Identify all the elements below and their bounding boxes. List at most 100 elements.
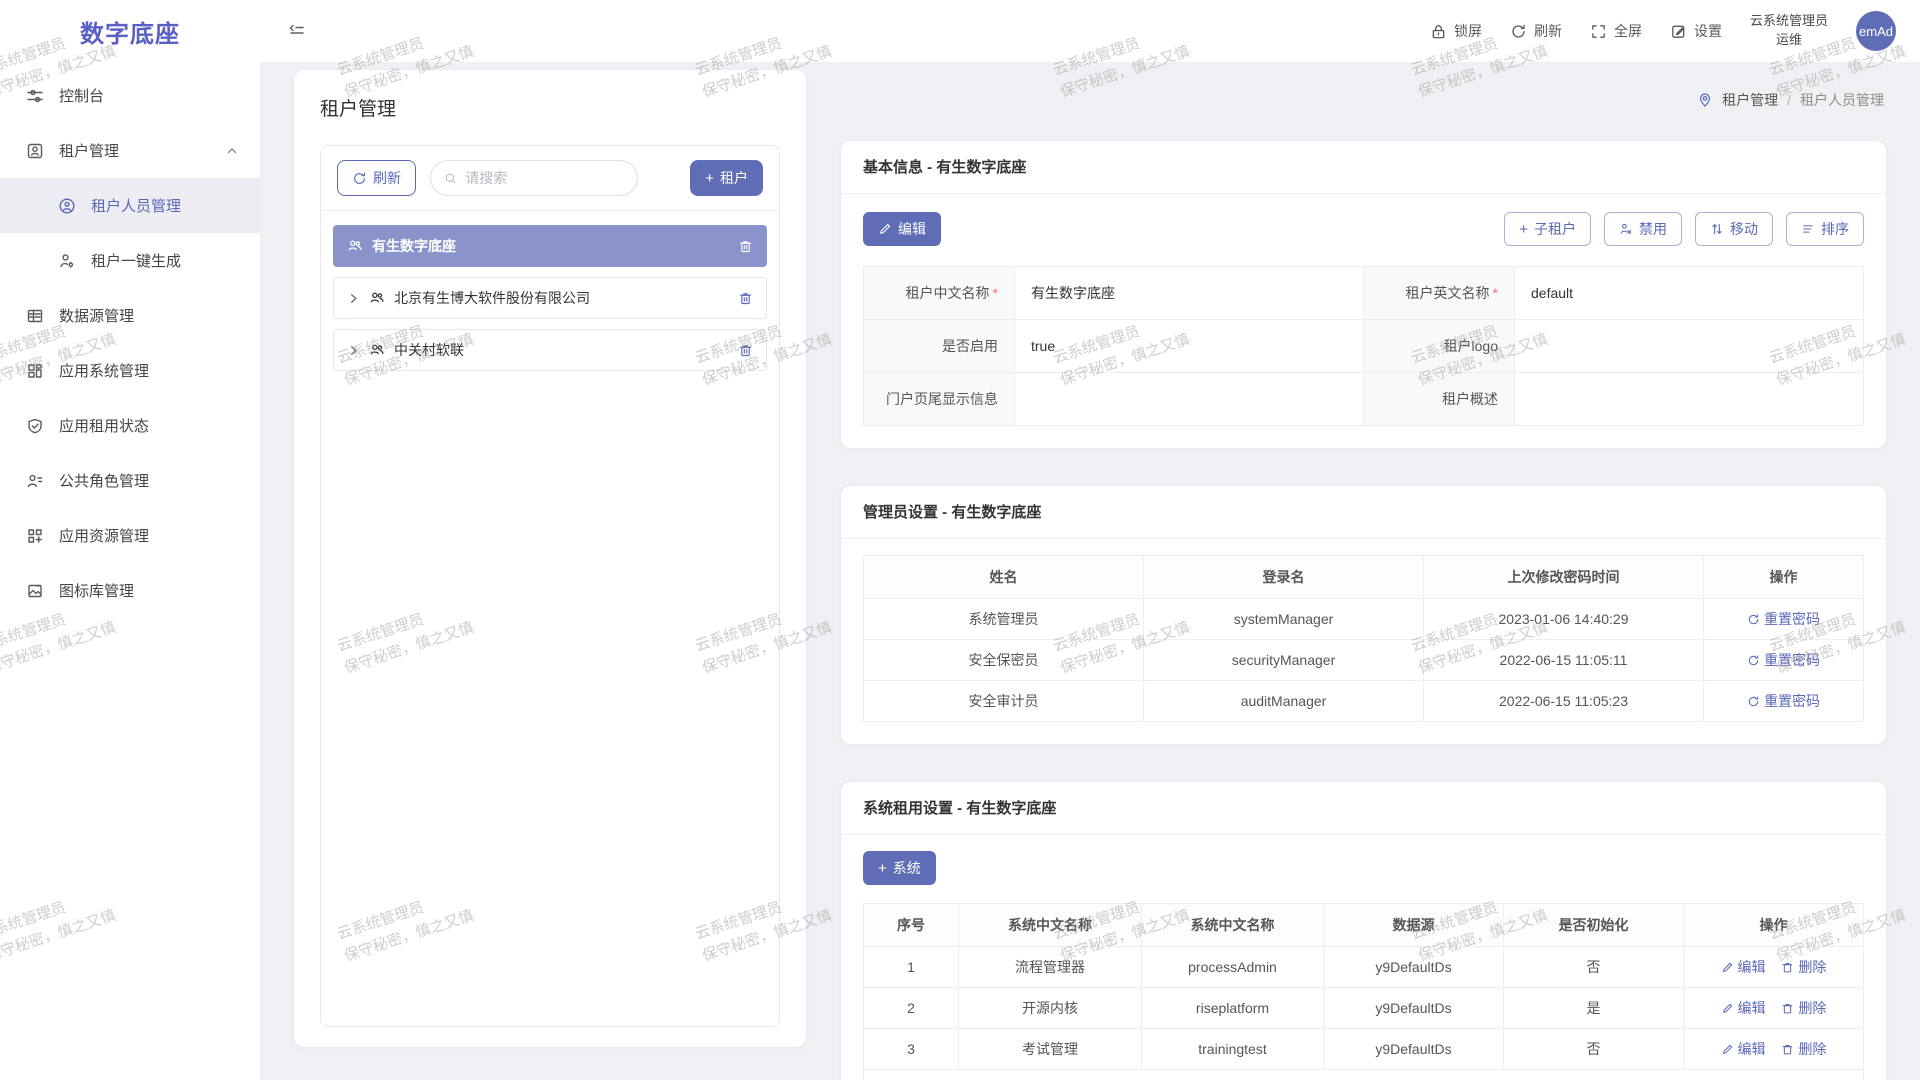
sidebar-item-app-system-mgmt[interactable]: 应用系统管理 [0,343,260,398]
fullscreen-icon [1592,24,1605,38]
edit-system-link[interactable]: 编辑 [1721,1039,1766,1059]
field-label-en-name: 租户英文名称 * [1364,267,1515,320]
user-card-icon [26,142,44,160]
admin-name: 系统管理员 [863,598,1144,640]
sys-col-initialized: 是否初始化 [1503,903,1684,947]
tenant-search-input[interactable] [465,170,624,186]
reset-password-link[interactable]: 重置密码 [1747,691,1820,711]
sidebar-item-tenant-user-mgmt[interactable]: 租户人员管理 [0,178,260,233]
add-subtenant-button[interactable]: + 子租户 [1504,212,1591,246]
add-system-label: 系统 [892,860,921,876]
reset-password-link[interactable]: 重置密码 [1747,609,1820,629]
lock-screen-button[interactable]: 锁屏 [1430,21,1482,41]
sidebar-item-console[interactable]: 控制台 [0,68,260,123]
tree-refresh-label: 刷新 [373,170,401,186]
add-tenant-label: 租户 [720,170,748,186]
required-mark: * [992,285,998,301]
trash-icon[interactable] [738,343,753,358]
system-settings-title: 系统租用设置 - 有生数字底座 [841,782,1886,835]
sys-en-name: processAdmin [1141,946,1324,988]
field-label-cn-name: 租户中文名称 * [864,267,1015,320]
tree-node-label: 中关村软联 [394,342,464,358]
table-row: 安全审计员 auditManager 2022-06-15 11:05:23 重… [863,680,1864,722]
move-label: 移动 [1730,221,1758,237]
edit-system-link[interactable]: 编辑 [1721,957,1766,977]
lock-icon [1432,24,1445,38]
tree-node[interactable]: 北京有生博大软件股份有限公司 [333,277,767,319]
detail-column: 基本信息 - 有生数字底座 编辑 + 子租户 [841,141,1886,1080]
fullscreen-label: 全屏 [1613,23,1642,39]
sidebar-item-label: 图标库管理 [59,583,135,600]
sys-col-actions: 操作 [1683,903,1864,947]
admin-login: systemManager [1143,598,1424,640]
sidebar-item-app-resource-mgmt[interactable]: 应用资源管理 [0,508,260,563]
add-system-button[interactable]: + 系统 [863,851,936,885]
main-content: 租户管理 / 租户人员管理 租户管理 刷新 [260,62,1920,1080]
current-user-dept: 运维 [1775,32,1802,47]
sidebar-item-label: 公共角色管理 [59,473,150,490]
sidebar-item-label: 租户一键生成 [91,253,182,270]
delete-system-link[interactable]: 删除 [1781,957,1826,977]
disable-button[interactable]: 禁用 [1604,212,1682,246]
fullscreen-button[interactable]: 全屏 [1590,21,1642,41]
sidebar-item-label: 租户人员管理 [91,198,182,215]
settings-icon [1672,25,1685,38]
move-button[interactable]: 移动 [1695,212,1773,246]
admin-name: 安全审计员 [863,680,1144,722]
breadcrumb-separator: / [1787,92,1791,108]
settings-button[interactable]: 设置 [1670,21,1722,41]
field-label-summary: 租户概述 [1364,373,1515,426]
delete-system-link[interactable]: 删除 [1781,1039,1826,1059]
plus-icon: + [705,169,714,187]
tree-node[interactable]: 中关村软联 [333,329,767,371]
sidebar-item-tenant-mgmt[interactable]: 租户管理 [0,123,260,178]
trash-icon[interactable] [738,239,753,254]
sidebar-item-datasource-mgmt[interactable]: 数据源管理 [0,288,260,343]
reset-password-link[interactable]: 重置密码 [1747,650,1820,670]
tree-node-root[interactable]: 有生数字底座 [333,225,767,267]
pencil-icon [1722,1044,1732,1054]
top-bar: 数字底座 锁屏 刷新 全屏 设置 [0,0,1920,62]
refresh-icon [1748,654,1759,665]
trash-icon [1783,1003,1793,1013]
edit-system-link[interactable]: 编辑 [1721,998,1766,1018]
sort-button[interactable]: 排序 [1786,212,1864,246]
sort-label: 排序 [1821,221,1849,237]
admin-col-time: 上次修改密码时间 [1423,555,1704,599]
admin-col-name: 姓名 [863,555,1144,599]
delete-system-link[interactable]: 删除 [1781,998,1826,1018]
trash-icon[interactable] [738,291,753,306]
sidebar-item-label: 控制台 [59,88,105,105]
topbar-actions: 锁屏 刷新 全屏 设置 云系统管理员 运维 emAd [1430,11,1920,51]
sidebar-item-public-role-mgmt[interactable]: 公共角色管理 [0,453,260,508]
edit-button[interactable]: 编辑 [863,212,941,246]
field-label-enabled: 是否启用 [864,320,1015,373]
people-icon [369,290,385,306]
field-value-cn-name: 有生数字底座 [1015,267,1364,320]
breadcrumb-root[interactable]: 租户管理 [1722,92,1779,108]
shield-check-icon [26,417,44,435]
chevron-right-icon[interactable] [347,344,360,357]
sys-en-name: riseplatform [1141,987,1324,1029]
tree-refresh-button[interactable]: 刷新 [337,160,416,196]
sidebar-item-icon-lib-mgmt[interactable]: 图标库管理 [0,563,260,618]
image-note-icon [26,582,44,600]
sys-cn-name: 开源内核 [958,987,1142,1029]
table-row: 安全保密员 securityManager 2022-06-15 11:05:1… [863,639,1864,681]
refresh-icon [1512,24,1525,38]
admin-settings-card: 管理员设置 - 有生数字底座 姓名 登录名 上次修改密码时间 操作 [841,486,1886,744]
sys-en-name: trainingtest [1141,1028,1324,1070]
chevron-right-icon[interactable] [347,292,360,305]
avatar[interactable]: emAd [1856,11,1896,51]
sys-cn-name: 流程管理器 [958,946,1142,988]
refresh-page-button[interactable]: 刷新 [1510,21,1562,41]
sidebar-item-tenant-one-click[interactable]: 租户一键生成 [0,233,260,288]
sidebar-collapse-button[interactable] [288,22,306,40]
sidebar-item-label: 应用资源管理 [59,528,150,545]
sidebar-item-app-lease-status[interactable]: 应用租用状态 [0,398,260,453]
field-label-footer: 门户页尾显示信息 [864,373,1015,426]
add-tenant-button[interactable]: + 租户 [690,160,763,196]
current-user[interactable]: 云系统管理员 运维 [1750,12,1828,50]
basic-info-title: 基本信息 - 有生数字底座 [841,141,1886,194]
admin-col-login: 登录名 [1143,555,1424,599]
